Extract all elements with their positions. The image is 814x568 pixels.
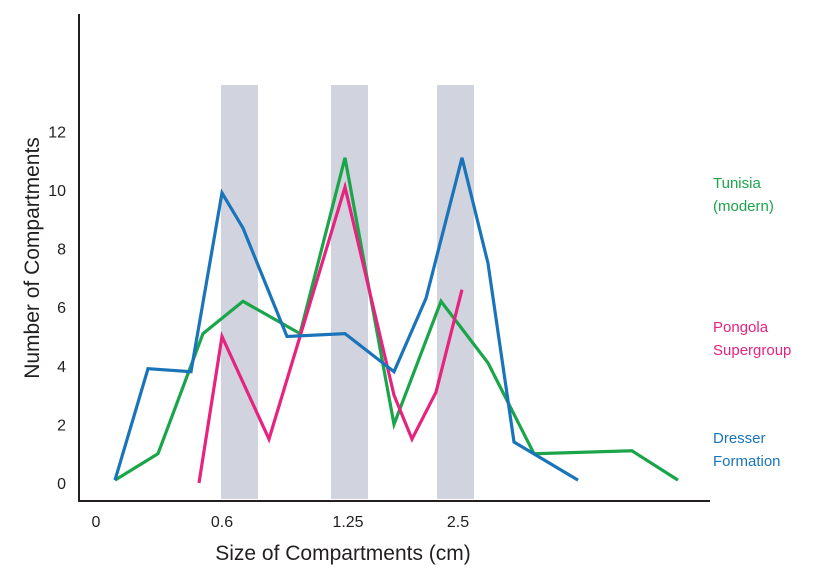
y-tick-label: 12 xyxy=(48,124,66,141)
legend-label: Dresser xyxy=(713,430,766,447)
series-line-dresser-formation xyxy=(113,157,579,482)
y-tick-label: 6 xyxy=(57,300,66,317)
y-tick-label: 2 xyxy=(57,417,66,434)
legend-label: Pongola xyxy=(713,319,769,336)
y-tick-label: 10 xyxy=(48,183,66,200)
x-tick-labels: 0 0.6 1.25 2.5 xyxy=(92,514,470,531)
x-tick-label: 0 xyxy=(92,514,101,531)
highlight-band-1 xyxy=(221,85,258,499)
highlight-bands xyxy=(221,85,474,499)
legend-label: Supergroup xyxy=(713,342,791,359)
y-axis-title: Number of Compartments xyxy=(21,137,44,379)
x-tick-label: 1.25 xyxy=(332,514,363,531)
series-line-pongola-supergroup xyxy=(197,180,464,484)
legend-label: Tunisia xyxy=(713,175,761,192)
highlight-band-3 xyxy=(437,85,474,499)
legend-label: (modern) xyxy=(713,198,774,215)
x-axis-title: Size of Compartments (cm) xyxy=(215,542,471,565)
series-lines xyxy=(113,157,679,484)
legend-label: Formation xyxy=(713,453,781,470)
y-tick-label: 4 xyxy=(57,359,66,376)
highlight-band-2 xyxy=(331,85,368,499)
y-tick-labels: 0 2 4 6 8 10 12 xyxy=(48,124,66,493)
y-tick-label: 8 xyxy=(57,242,66,259)
y-tick-label: 0 xyxy=(57,476,66,493)
x-tick-label: 0.6 xyxy=(211,514,233,531)
legend: Tunisia (modern) Pongola Supergroup Dresser F… xyxy=(713,175,791,470)
x-tick-label: 2.5 xyxy=(447,514,469,531)
